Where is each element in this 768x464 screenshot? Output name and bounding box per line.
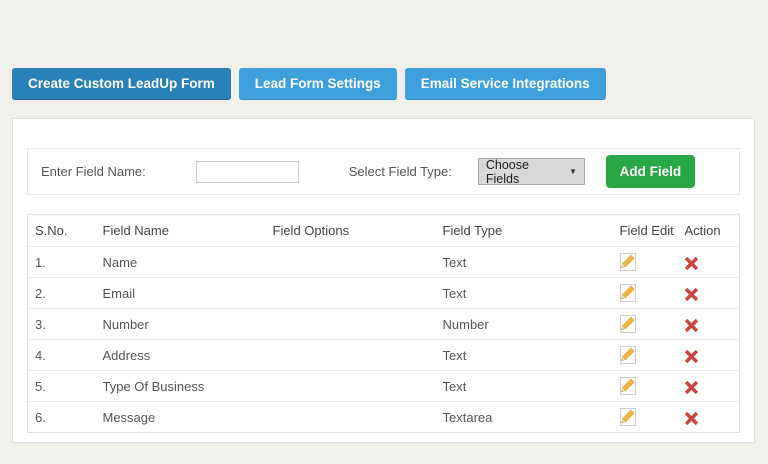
cell-name: Type Of Business (95, 370, 266, 402)
field-type-selected-value: Choose Fields (485, 157, 529, 186)
cell-sno: 1. (27, 246, 96, 278)
create-custom-leadup-form-button[interactable]: Create Custom LeadUp Form (12, 68, 231, 100)
red-x-icon (684, 411, 698, 428)
red-x-icon (684, 256, 698, 273)
cell-options (265, 401, 436, 433)
edit-field-button[interactable] (619, 408, 636, 429)
add-field-form: Enter Field Name: Select Field Type: Cho… (27, 148, 740, 195)
pencil-note-icon (619, 377, 636, 398)
header-action: Action (684, 223, 721, 238)
header-field-options: Field Options (272, 223, 350, 238)
field-name-input[interactable] (195, 160, 299, 183)
cell-options (265, 370, 436, 402)
pencil-note-icon (619, 346, 636, 367)
form-builder-panel: Enter Field Name: Select Field Type: Cho… (12, 118, 755, 443)
table-row: 6. Message Textarea (27, 401, 740, 433)
pencil-note-icon (619, 253, 636, 274)
red-x-icon (684, 287, 698, 304)
cell-name: Address (95, 339, 266, 371)
cell-type: Number (435, 308, 613, 340)
cell-options (265, 308, 436, 340)
fields-table: S.No. Field Name Field Options Field Typ… (27, 214, 740, 433)
lead-form-settings-button[interactable]: Lead Form Settings (238, 68, 397, 100)
red-x-icon (684, 349, 698, 366)
field-type-select[interactable]: Choose Fields ▼ (477, 157, 585, 186)
cell-type: Text (435, 246, 613, 278)
delete-field-button[interactable] (684, 256, 698, 273)
chevron-down-icon: ▼ (568, 167, 577, 176)
delete-field-button[interactable] (684, 287, 698, 304)
cell-options (265, 277, 436, 309)
table-row: 2. Email Text (27, 277, 740, 309)
red-x-icon (684, 318, 698, 335)
field-name-label: Enter Field Name: (41, 164, 146, 179)
cell-sno: 6. (27, 401, 96, 433)
table-row: 3. Number Number (27, 308, 740, 340)
edit-field-button[interactable] (619, 284, 636, 305)
fields-table-header: S.No. Field Name Field Options Field Typ… (28, 215, 740, 247)
cell-options (265, 339, 436, 371)
cell-type: Text (435, 339, 613, 371)
cell-name: Number (95, 308, 266, 340)
header-field-edit: Field Edit (619, 223, 674, 238)
delete-field-button[interactable] (684, 380, 698, 397)
edit-field-button[interactable] (619, 315, 636, 336)
cell-name: Message (95, 401, 266, 433)
cell-type: Text (435, 277, 613, 309)
cell-type: Textarea (435, 401, 613, 433)
cell-name: Email (95, 277, 266, 309)
cell-type: Text (435, 370, 613, 402)
edit-field-button[interactable] (619, 377, 636, 398)
header-field-name: Field Name (102, 223, 169, 238)
delete-field-button[interactable] (684, 411, 698, 428)
delete-field-button[interactable] (684, 318, 698, 335)
header-sno: S.No. (35, 223, 68, 238)
pencil-note-icon (619, 408, 636, 429)
edit-field-button[interactable] (619, 253, 636, 274)
cell-sno: 2. (27, 277, 96, 309)
table-row: 5. Type Of Business Text (27, 370, 740, 402)
cell-sno: 3. (27, 308, 96, 340)
cell-sno: 4. (27, 339, 96, 371)
header-field-type: Field Type (442, 223, 503, 238)
fields-table-container: S.No. Field Name Field Options Field Typ… (27, 214, 740, 433)
cell-name: Name (95, 246, 266, 278)
pencil-note-icon (619, 284, 636, 305)
email-service-integrations-button[interactable]: Email Service Integrations (404, 68, 606, 100)
red-x-icon (684, 380, 698, 397)
pencil-note-icon (619, 315, 636, 336)
table-row: 1. Name Text (27, 246, 740, 278)
delete-field-button[interactable] (684, 349, 698, 366)
edit-field-button[interactable] (619, 346, 636, 367)
add-field-button[interactable]: Add Field (605, 155, 695, 188)
field-type-label: Select Field Type: (348, 164, 452, 179)
table-row: 4. Address Text (27, 339, 740, 371)
cell-options (265, 246, 436, 278)
table-body: 1. Name Text (27, 246, 740, 433)
cell-sno: 5. (27, 370, 96, 402)
top-toolbar: Create Custom LeadUp Form Lead Form Sett… (12, 68, 606, 100)
